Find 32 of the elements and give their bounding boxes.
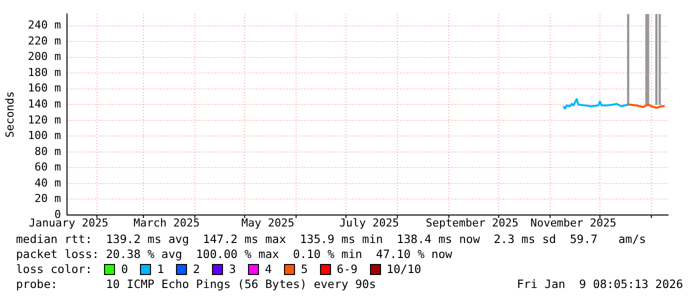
legend-label: 4 bbox=[264, 262, 272, 277]
x-tick-label: July 2025 bbox=[339, 216, 399, 230]
y-axis-title: Seconds bbox=[3, 91, 16, 138]
y-tick-label: 140 m bbox=[28, 98, 62, 111]
legend-label: 3 bbox=[228, 262, 236, 277]
legend-label: 6-9 bbox=[336, 262, 358, 277]
x-tick-label: September 2025 bbox=[426, 216, 518, 230]
y-tick-label: 100 m bbox=[28, 129, 62, 142]
y-tick-label: 80 m bbox=[34, 144, 62, 158]
y-tick-label: 180 m bbox=[28, 66, 62, 79]
text: packet loss: 20.38 % avg 100.00 % max 0.10 % min 47.10 % now bbox=[16, 247, 454, 262]
y-tick-label: 240 m bbox=[28, 18, 62, 32]
legend-label: 1 bbox=[157, 262, 164, 277]
y-tick-label: 120 m bbox=[28, 113, 62, 126]
y-tick-label: 20 m bbox=[34, 192, 62, 206]
legend-label: 5 bbox=[300, 262, 308, 277]
text: Fri Jan 9 08:05:13 2026 bbox=[516, 277, 683, 292]
y-tick-label: 60 m bbox=[34, 160, 62, 174]
x-tick-label: March 2025 bbox=[133, 216, 200, 230]
x-tick-label: May 2025 bbox=[241, 216, 294, 230]
legend-label: 10/10 bbox=[386, 262, 422, 277]
legend-label: 2 bbox=[193, 262, 200, 277]
legend-label: 0 bbox=[121, 262, 128, 277]
y-tick-label: 220 m bbox=[28, 34, 62, 48]
legend-title: loss color: bbox=[16, 262, 92, 277]
y-tick-label: 40 m bbox=[34, 176, 62, 190]
x-tick-label: November 2025 bbox=[530, 216, 616, 230]
text: probe: 10 ICMP Echo Pings (56 Bytes) every 90s bbox=[16, 277, 376, 292]
y-tick-label: 0 bbox=[54, 208, 61, 221]
text: median rtt: 139.2 ms avg 147.2 ms max 135.9 ms min 138.4 ms now 2.3 ms sd 59.7 am/s bbox=[16, 232, 648, 247]
y-tick-label: 160 m bbox=[28, 82, 62, 95]
y-tick-label: 200 m bbox=[28, 50, 62, 64]
